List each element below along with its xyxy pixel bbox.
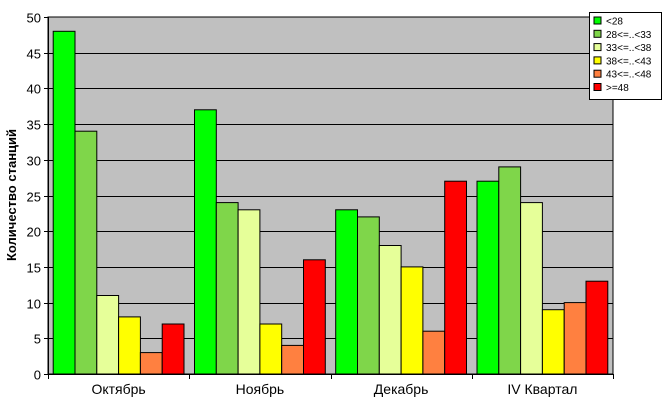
y-tick-label: 25 [27, 190, 41, 205]
x-tick-label: Декабрь [374, 381, 429, 397]
legend-label: 43<=..<48 [606, 70, 652, 81]
bar [259, 323, 283, 375]
y-tick-label: 45 [27, 47, 41, 62]
bar [139, 352, 163, 375]
bar [215, 202, 239, 375]
x-tick-label: Октябрь [91, 381, 145, 397]
axes [44, 17, 614, 379]
bar [74, 130, 98, 375]
bar [357, 216, 380, 375]
bar [161, 323, 185, 375]
y-tick-label: 50 [27, 11, 41, 26]
bar [541, 309, 565, 375]
bar [400, 266, 424, 375]
legend-label: 28<=..<33 [606, 30, 652, 41]
bar [281, 344, 305, 375]
bar [237, 209, 261, 375]
bar [476, 180, 500, 375]
bars [52, 30, 609, 375]
bar [52, 30, 76, 375]
bar [422, 330, 446, 375]
bar [563, 302, 587, 375]
legend-label: 38<=..<43 [606, 56, 652, 67]
y-axis-label: Количество станций [4, 129, 19, 261]
y-tick-label: 40 [27, 82, 41, 97]
y-tick-labels: 0 5 10 15 20 25 30 35 40 45 50 [27, 11, 41, 383]
legend-swatch [593, 56, 602, 65]
bar [303, 259, 326, 375]
y-tick-label: 20 [27, 225, 41, 240]
bar [118, 316, 141, 375]
x-tick-labels: Октябрь Ноябрь Декабрь IV Квартал [91, 381, 577, 397]
bar [378, 245, 402, 375]
bar [585, 280, 609, 375]
legend: <28 28<=..<33 33<=..<38 38<=..<43 43<=..<48 >… [589, 12, 662, 100]
bar [520, 202, 543, 375]
y-tick-label: 10 [27, 297, 41, 312]
legend-swatch [593, 83, 602, 91]
x-tick-label: Ноябрь [236, 381, 285, 397]
legend-swatch [593, 29, 602, 38]
bar [444, 180, 468, 375]
bar [498, 166, 522, 375]
legend-swatch [593, 69, 602, 78]
bar [194, 109, 217, 375]
y-tick-label: 30 [27, 154, 41, 169]
bar [96, 295, 120, 375]
legend-label: <28 [606, 17, 623, 28]
legend-label: 33<=..<38 [606, 43, 652, 54]
legend-swatch [593, 16, 602, 25]
x-tick-label: IV Квартал [507, 381, 577, 397]
y-tick-label: 15 [27, 261, 41, 276]
y-tick-label: 35 [27, 118, 41, 133]
legend-label: >=48 [606, 83, 629, 94]
y-tick-label: 0 [34, 368, 41, 383]
y-tick-label: 5 [34, 332, 41, 347]
legend-swatch [593, 43, 602, 52]
bar [335, 209, 359, 375]
